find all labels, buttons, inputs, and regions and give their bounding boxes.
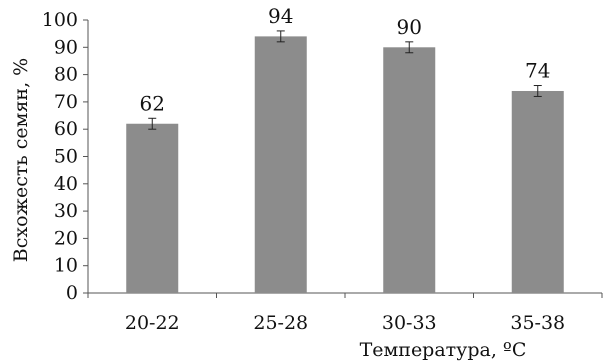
y-tick-label: 50	[54, 146, 78, 168]
data-label: 74	[525, 59, 550, 83]
y-tick-label: 20	[54, 227, 78, 249]
x-tick-label: 35-38	[510, 312, 565, 334]
bars: 62 94 90 74	[126, 4, 564, 294]
y-tick-label: 30	[54, 200, 78, 222]
y-tick-label: 60	[54, 118, 78, 140]
x-axis: 20-22 25-28 30-33 35-38	[87, 292, 603, 334]
y-tick-label: 0	[66, 282, 78, 304]
data-label: 90	[397, 15, 422, 39]
data-label: 94	[268, 4, 293, 28]
x-tick-label: 25-28	[253, 312, 308, 334]
y-tick-label: 40	[54, 173, 78, 195]
x-axis-title: Температура, ºС	[360, 339, 527, 361]
y-axis-title: Всхожесть семян, %	[10, 58, 32, 262]
x-tick-label: 20-22	[125, 312, 180, 334]
bar	[254, 36, 307, 293]
y-tick-label: 100	[42, 9, 78, 31]
y-tick-label: 90	[54, 36, 78, 58]
y-axis: 0 10 20 30 40 50 60 70 80 90 100	[42, 9, 89, 304]
bar	[511, 90, 564, 293]
bar	[126, 123, 179, 294]
x-tick-label: 30-33	[382, 312, 437, 334]
y-tick-label: 80	[54, 64, 78, 86]
y-tick-label: 70	[54, 91, 78, 113]
data-label: 62	[140, 91, 165, 115]
y-tick-label: 10	[54, 255, 78, 277]
bar	[383, 47, 436, 293]
